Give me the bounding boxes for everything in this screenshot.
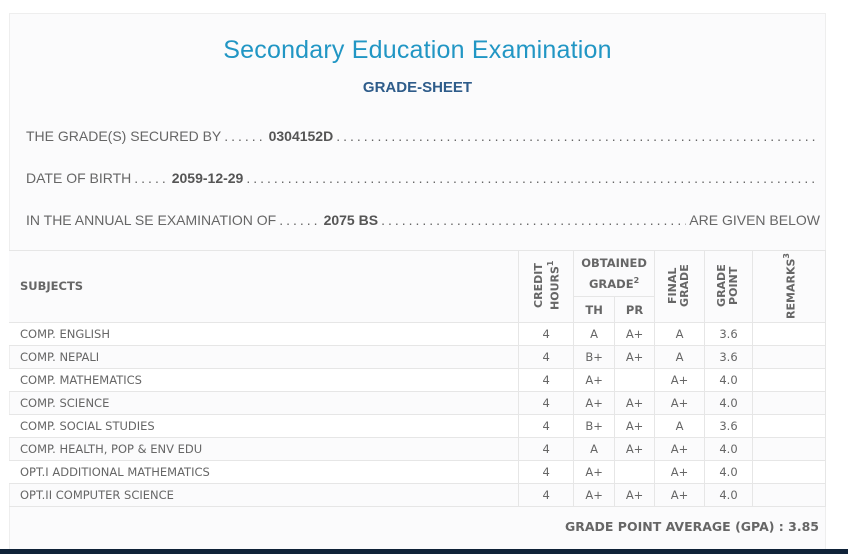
cell-point: 3.6 [704,413,753,438]
page-subtitle: GRADE-SHEET [362,79,473,96]
dob-value: 2059-12-29 [171,170,244,186]
cell-pr: A+ [614,344,656,369]
cell-point: 4.0 [704,482,753,507]
cell-final: A+ [654,482,706,507]
cell-th: A+ [573,390,616,415]
cell-pr [614,367,656,392]
cell-remarks [752,459,826,484]
cell-subject: OPT.II COMPUTER SCIENCE [9,482,520,507]
cell-remarks [752,344,826,369]
header-th: TH [573,296,616,323]
table-row: OPT.II COMPUTER SCIENCE 4 A+ A+ A+ 4.0 [9,482,826,507]
cell-subject: COMP. ENGLISH [9,321,520,346]
cell-pr [614,459,656,484]
table-row: COMP. SCIENCE 4 A+ A+ A+ 4.0 [9,390,826,415]
cell-credit: 4 [518,482,575,507]
grades-table: SUBJECTS CREDIT HOURS1 OBTAINED GRADE2 F… [9,249,826,507]
table-row: COMP. ENGLISH 4 A A+ A 3.6 [9,321,826,346]
secured-by-label: THE GRADE(S) SECURED BY [26,128,222,144]
cell-remarks [752,436,826,461]
header-remarks: REMARKS3 [752,250,826,323]
cell-final: A [654,344,706,369]
cell-remarks [752,390,826,415]
cell-pr: A+ [614,436,656,461]
cell-subject: COMP. SOCIAL STUDIES [9,413,520,438]
cell-credit: 4 [518,367,575,392]
header-credit-hours: CREDIT HOURS1 [518,250,575,323]
bottom-bar [0,549,848,554]
header-final-grade: FINAL GRADE [654,250,706,323]
cell-final: A+ [654,436,706,461]
cell-credit: 4 [518,344,575,369]
cell-th: B+ [573,344,616,369]
cell-point: 4.0 [704,390,753,415]
cell-th: A+ [573,482,616,507]
cell-final: A [654,413,706,438]
symbol-number: 0304152D [268,128,334,144]
header-subjects: SUBJECTS [9,250,520,323]
gpa-summary: GRADE POINT AVERAGE (GPA) : 3.85 [564,519,819,534]
table-row: COMP. NEPALI 4 B+ A+ A 3.6 [9,344,826,369]
table-row: COMP. MATHEMATICS 4 A+ A+ 4.0 [9,367,826,392]
cell-point: 3.6 [704,344,753,369]
grade-sheet-card: Secondary Education Examination GRADE-SH… [9,13,826,550]
cell-pr: A+ [614,413,656,438]
exam-suffix: ARE GIVEN BELOW [689,212,820,228]
cell-subject: COMP. SCIENCE [9,390,520,415]
cell-th: A [573,436,616,461]
cell-point: 4.0 [704,459,753,484]
cell-subject: COMP. MATHEMATICS [9,367,520,392]
cell-final: A+ [654,390,706,415]
cell-point: 3.6 [704,321,753,346]
cell-final: A+ [654,367,706,392]
cell-remarks [752,321,826,346]
cell-th: B+ [573,413,616,438]
cell-point: 4.0 [704,367,753,392]
cell-subject: OPT.I ADDITIONAL MATHEMATICS [9,459,520,484]
header-obtained-grade: OBTAINED GRADE2 [573,249,656,298]
table-row: COMP. HEALTH, POP & ENV EDU 4 A A+ A+ 4.0 [9,436,826,461]
cell-final: A [654,321,706,346]
cell-th: A+ [573,367,616,392]
cell-credit: 4 [518,413,575,438]
cell-pr: A+ [614,482,656,507]
exam-line: IN THE ANNUAL SE EXAMINATION OF ...... 2… [26,212,820,228]
cell-remarks [752,482,826,507]
cell-credit: 4 [518,390,575,415]
exam-year: 2075 BS [323,212,379,228]
cell-th: A [573,321,616,346]
table-row: OPT.I ADDITIONAL MATHEMATICS 4 A+ A+ 4.0 [9,459,826,484]
cell-final: A+ [654,459,706,484]
header-grade-point: GRADE POINT [704,250,753,323]
exam-label: IN THE ANNUAL SE EXAMINATION OF [26,212,277,228]
cell-credit: 4 [518,321,575,346]
cell-th: A+ [573,459,616,484]
cell-remarks [752,367,826,392]
page-title: Secondary Education Examination [223,36,612,64]
cell-pr: A+ [614,321,656,346]
dob-label: DATE OF BIRTH [26,170,132,186]
secured-by-line: THE GRADE(S) SECURED BY ...... 0304152D … [26,128,817,144]
cell-credit: 4 [518,459,575,484]
cell-subject: COMP. NEPALI [9,344,520,369]
cell-point: 4.0 [704,436,753,461]
table-row: COMP. SOCIAL STUDIES 4 B+ A+ A 3.6 [9,413,826,438]
cell-subject: COMP. HEALTH, POP & ENV EDU [9,436,520,461]
cell-pr: A+ [614,390,656,415]
cell-credit: 4 [518,436,575,461]
dob-line: DATE OF BIRTH ..... 2059-12-29 .........… [26,170,817,186]
header-pr: PR [614,296,656,323]
cell-remarks [752,413,826,438]
